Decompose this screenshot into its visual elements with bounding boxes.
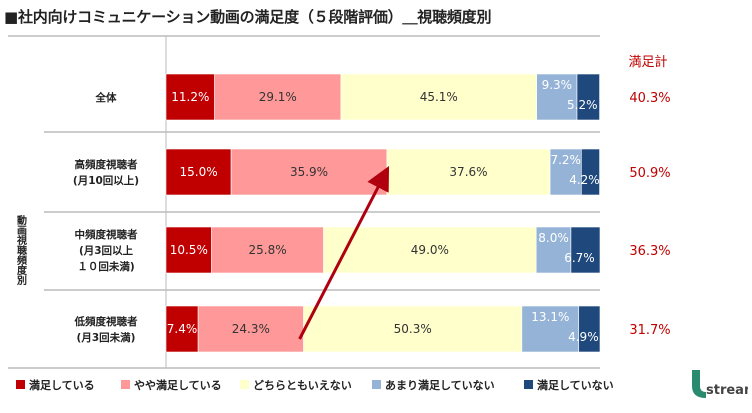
data-label: 24.3% <box>232 322 270 336</box>
bar-segment <box>340 73 537 121</box>
bar-segment <box>303 305 523 353</box>
category-sublabel: １０回未満) <box>77 260 134 273</box>
legend-label: 満足している <box>29 378 95 392</box>
legend-swatch <box>524 380 533 389</box>
data-label: 50.3% <box>394 322 432 336</box>
data-label: 7.2% <box>550 153 581 167</box>
data-label: 9.3% <box>542 78 573 92</box>
data-label: 11.2% <box>171 90 209 104</box>
bar-segment <box>521 305 580 353</box>
category-label: 高頻度視聴者 <box>75 158 138 171</box>
total-value: 50.9% <box>629 166 670 181</box>
total-value: 36.3% <box>629 244 670 259</box>
total-header: 満足計 <box>628 54 667 70</box>
category-sublabel: (月3回以上 <box>79 244 134 257</box>
category-label: 中頻度視聴者 <box>75 228 138 241</box>
legend-item: どちらともいえない <box>240 379 352 392</box>
legend-swatch <box>16 380 25 389</box>
legend-item: やや満足している <box>121 378 222 392</box>
data-label: 7.4% <box>167 322 198 336</box>
legend-item: あまり満足していない <box>372 378 495 392</box>
data-label: 6.7% <box>564 251 595 265</box>
data-label: 25.8% <box>248 243 286 257</box>
bar-segment <box>165 305 199 353</box>
bar-segment <box>576 73 600 121</box>
logo-text: stream <box>706 383 748 398</box>
bar-segment <box>570 226 601 274</box>
bar-segment <box>386 148 551 196</box>
data-label: 4.2% <box>569 173 600 187</box>
category-label: 全体 <box>95 91 117 104</box>
chart-frame <box>8 35 600 369</box>
data-label: 15.0% <box>179 165 217 179</box>
group-axis-label: 動画視聴頻度別 <box>15 214 28 286</box>
legend: 満足している やや満足している どちらともいえない あまり満足していない 満足していない <box>16 378 614 392</box>
trend-arrow <box>298 166 390 340</box>
bar-segment <box>581 148 600 196</box>
bars: 11.2% 29.1% 45.1% 9.3% 5.2% 15.0% 35.9% 37.6% 7.… <box>165 73 601 353</box>
legend-item: 満足している <box>16 378 95 392</box>
bar-segment <box>214 73 342 121</box>
bar-segment <box>578 305 601 353</box>
chart-title: ■社内向けコミュニケーション動画の満足度（５段階評価）＿視聴頻度別 <box>4 8 492 26</box>
category-sublabel: (月10回以上) <box>73 174 139 187</box>
bar-segment <box>323 226 537 274</box>
data-label: 10.5% <box>170 243 208 257</box>
category-sublabel: (月3回未満) <box>77 331 136 344</box>
data-label: 49.0% <box>411 243 449 257</box>
legend-swatch <box>372 380 381 389</box>
data-label: 8.0% <box>538 231 569 245</box>
bar-segment <box>211 226 324 274</box>
data-label: 37.6% <box>449 165 487 179</box>
bar-segment <box>549 148 582 196</box>
total-value: 31.7% <box>629 323 670 338</box>
total-value: 40.3% <box>629 91 670 106</box>
data-label: 5.2% <box>567 98 598 112</box>
legend-label: やや満足している <box>134 378 222 392</box>
legend-label: 満足していない <box>537 378 614 392</box>
totals: 満足計 40.3% 50.9% 36.3% 31.7% <box>628 54 670 338</box>
annotation <box>298 166 390 340</box>
legend-swatch <box>240 380 249 389</box>
category-label: 低頻度視聴者 <box>74 315 138 328</box>
bar-segment <box>165 148 232 196</box>
legend-label: あまり満足していない <box>385 378 495 392</box>
data-label: 29.1% <box>259 90 297 104</box>
bar-segment <box>230 148 388 196</box>
data-label: 45.1% <box>420 90 458 104</box>
bar-segment <box>536 73 578 121</box>
bar-segment <box>197 305 304 353</box>
bar-segment <box>535 226 572 274</box>
data-label: 35.9% <box>290 165 328 179</box>
data-label: 13.1% <box>531 310 569 324</box>
data-label: 4.9% <box>568 330 599 344</box>
legend-item: 満足していない <box>524 378 614 392</box>
ustream-logo: stream <box>692 370 748 398</box>
legend-label: どちらともいえない <box>253 379 352 392</box>
legend-swatch <box>121 380 130 389</box>
